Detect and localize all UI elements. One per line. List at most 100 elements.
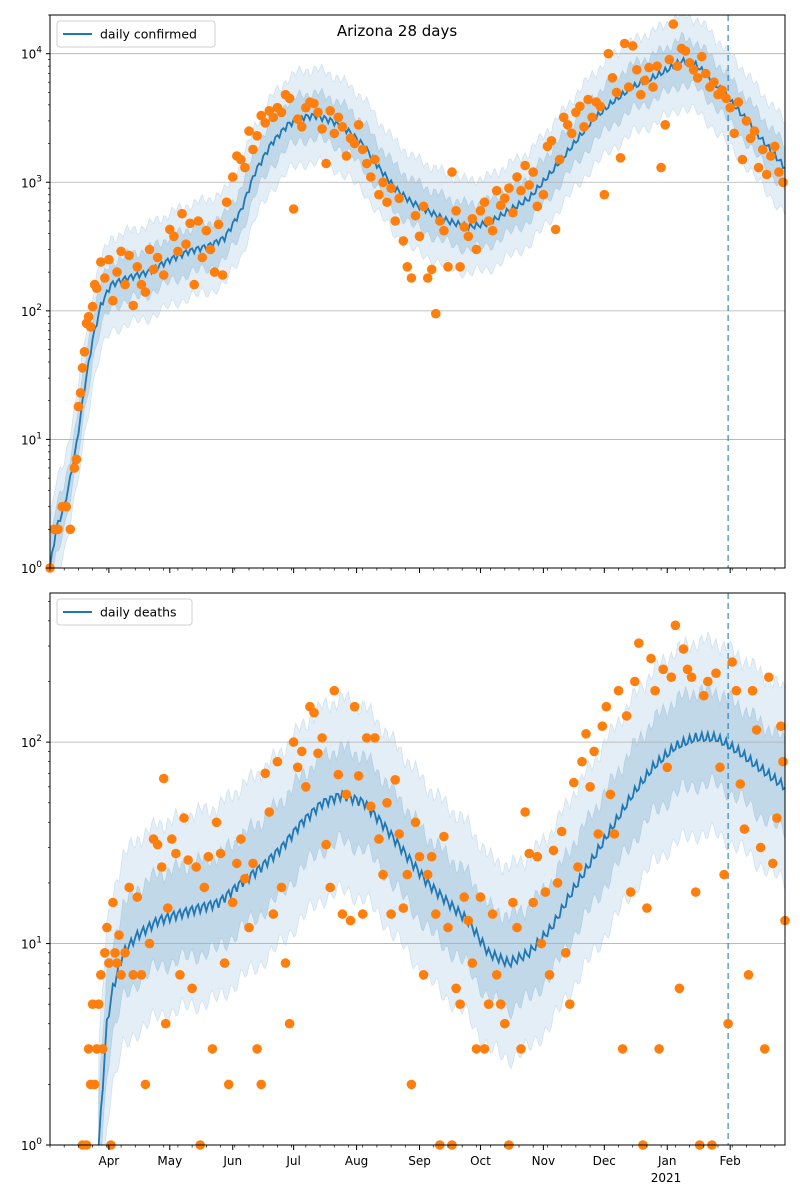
deaths-data-point bbox=[569, 777, 579, 788]
deaths-data-point bbox=[508, 897, 518, 908]
deaths-data-point bbox=[108, 897, 118, 908]
confirmed-data-point bbox=[500, 193, 510, 204]
confirmed-data-point bbox=[435, 216, 445, 226]
deaths-data-point bbox=[711, 668, 721, 678]
confirmed-data-point bbox=[148, 264, 159, 275]
deaths-data-point bbox=[215, 848, 226, 859]
confirmed-data-point bbox=[398, 236, 409, 246]
deaths-data-point bbox=[199, 882, 210, 893]
confirmed-data-point bbox=[579, 122, 589, 132]
deaths-data-point bbox=[93, 999, 104, 1009]
confirmed-data-point bbox=[753, 162, 764, 173]
deaths-data-point bbox=[124, 882, 134, 893]
confirmed-data-point bbox=[366, 172, 376, 182]
deaths-data-point bbox=[378, 869, 388, 880]
deaths-data-point bbox=[674, 983, 685, 994]
confirmed-data-point bbox=[341, 151, 352, 161]
month-label: Sep bbox=[408, 1154, 431, 1168]
confirmed-data-point bbox=[443, 262, 453, 272]
confirmed-data-point bbox=[357, 144, 368, 155]
confirmed-data-point bbox=[729, 128, 739, 139]
confirmed-data-point bbox=[75, 388, 86, 398]
confirmed-data-point bbox=[158, 270, 169, 280]
deaths-data-point bbox=[349, 701, 360, 712]
deaths-data-point bbox=[386, 909, 396, 919]
confirmed-data-point bbox=[422, 273, 433, 283]
confirmed-data-point bbox=[79, 347, 90, 357]
deaths-data-point bbox=[654, 1044, 664, 1054]
confirmed-data-point bbox=[414, 231, 425, 242]
confirmed-data-point bbox=[495, 200, 506, 211]
deaths-data-point bbox=[625, 887, 636, 897]
deaths-data-point bbox=[313, 748, 323, 759]
confirmed-data-point bbox=[471, 244, 482, 255]
deaths-data-point bbox=[682, 664, 693, 675]
confirmed-data-point bbox=[205, 244, 216, 255]
confirmed-data-point bbox=[71, 454, 82, 465]
deaths-data-point bbox=[500, 1018, 510, 1029]
deaths-data-point bbox=[703, 676, 713, 687]
confirmed-data-point bbox=[627, 41, 638, 51]
confirmed-data-point bbox=[483, 216, 494, 226]
deaths-data-point bbox=[256, 1079, 267, 1090]
deaths-data-point bbox=[552, 878, 563, 888]
confirmed-data-point bbox=[599, 189, 610, 200]
confirmed-data-point bbox=[546, 136, 557, 146]
confirmed-fit-curve bbox=[50, 55, 785, 568]
deaths-data-point bbox=[272, 756, 283, 767]
deaths-data-point bbox=[219, 958, 230, 968]
confirmed-data-point bbox=[177, 208, 187, 219]
month-label: Aug bbox=[345, 1154, 368, 1168]
confirmed-axes bbox=[49, 14, 786, 569]
deaths-axes-frame bbox=[49, 592, 786, 1146]
confirmed-data-point bbox=[607, 73, 618, 83]
confirmed-data-point bbox=[431, 308, 441, 319]
confirmed-data-point bbox=[508, 207, 518, 218]
deaths-data-point bbox=[475, 892, 486, 902]
confirmed-data-point bbox=[165, 224, 175, 235]
confirmed-data-point bbox=[108, 295, 118, 306]
confirmed-data-point bbox=[136, 279, 147, 290]
deaths-data-point bbox=[353, 771, 364, 781]
confirmed-data-point bbox=[725, 102, 735, 113]
confirmed-data-point bbox=[644, 62, 654, 73]
deaths-data-point bbox=[297, 746, 307, 757]
confirmed-data-point bbox=[394, 193, 405, 204]
deaths-data-point bbox=[776, 721, 786, 731]
confirmed-data-point bbox=[374, 189, 384, 200]
confirmed-data-point bbox=[410, 210, 421, 221]
deaths-data-point bbox=[98, 1044, 108, 1054]
confirmed-data-point bbox=[648, 82, 658, 92]
deaths-data-point bbox=[329, 685, 340, 696]
confirmed-data-point bbox=[516, 185, 526, 196]
confirmed-data-point bbox=[61, 501, 71, 512]
deaths-data-point bbox=[605, 789, 616, 800]
deaths-data-point bbox=[280, 958, 291, 968]
deaths-data-point bbox=[288, 737, 299, 747]
deaths-data-point bbox=[317, 733, 327, 743]
confirmed-data-point bbox=[100, 273, 110, 283]
confirmed-data-point bbox=[353, 120, 364, 130]
deaths-data-point bbox=[650, 685, 660, 696]
deaths-data-point bbox=[565, 999, 575, 1009]
deaths-data-point bbox=[207, 1044, 218, 1054]
confirmed-band-outer bbox=[50, 15, 785, 568]
deaths-data-point bbox=[516, 1044, 526, 1054]
deaths-data-point bbox=[402, 869, 413, 880]
confirmed-data-point bbox=[83, 311, 94, 322]
confirmed-data-point bbox=[721, 93, 731, 104]
confirmed-data-point bbox=[487, 225, 498, 236]
deaths-data-point bbox=[268, 909, 279, 919]
confirmed-data-point bbox=[426, 264, 437, 275]
deaths-data-point bbox=[152, 839, 163, 850]
confirmed-data-point bbox=[504, 183, 514, 193]
deaths-data-point bbox=[642, 903, 652, 913]
month-label: Apr bbox=[98, 1154, 119, 1168]
confirmed-data-point bbox=[317, 124, 327, 134]
confirmed-x-ticks bbox=[49, 568, 776, 573]
confirmed-data-point bbox=[297, 122, 307, 132]
deaths-data-point bbox=[727, 657, 737, 667]
month-label: Feb bbox=[720, 1154, 741, 1168]
deaths-data-point bbox=[100, 948, 110, 958]
deaths-data-point bbox=[544, 970, 555, 980]
